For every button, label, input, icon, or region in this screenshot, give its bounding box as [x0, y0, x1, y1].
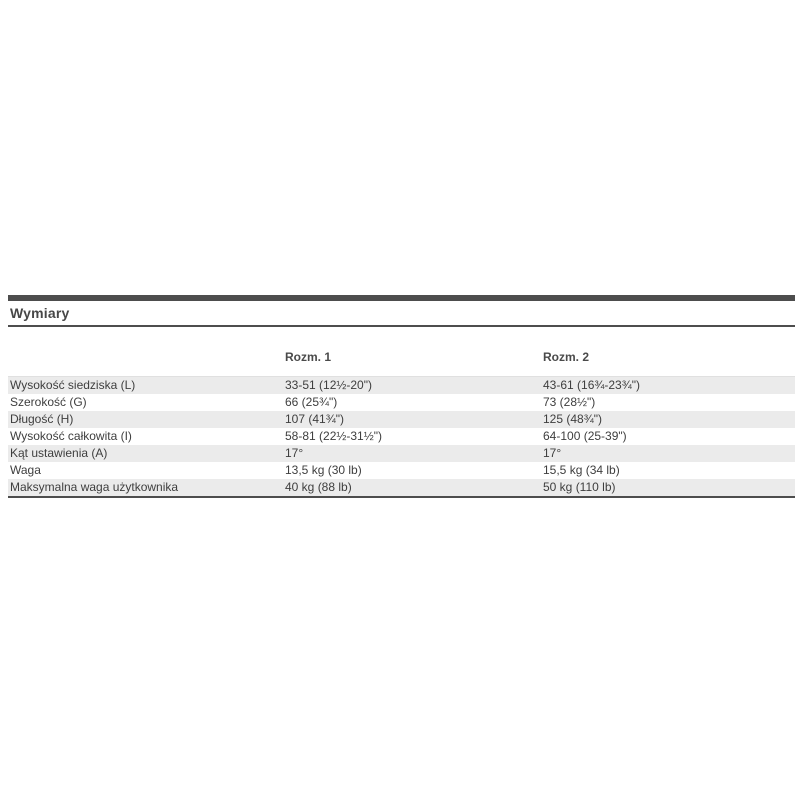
row-value-size2: 125 (48¾") [543, 412, 602, 426]
row-label: Wysokość siedziska (L) [8, 376, 285, 394]
dimensions-section: Wymiary Rozm. 1 Rozm. 2 Wysokość siedzis… [8, 295, 795, 498]
table-row: Szerokość (G) 66 (25¾") 73 (28½") [8, 394, 795, 411]
table-row: Wysokość całkowita (I) 58-81 (22½-31½") … [8, 428, 795, 445]
row-value-size2: 17° [543, 446, 562, 460]
table-row: Wysokość siedziska (L) 33-51 (12½-20") 4… [8, 376, 795, 394]
row-value-size1: 13,5 kg (30 lb) [285, 463, 362, 477]
row-value-size2: 43-61 (16¾-23¾") [543, 376, 795, 394]
row-value-size2: 50 kg (110 lb) [543, 480, 616, 494]
row-label: Wysokość całkowita (I) [10, 429, 132, 443]
row-label: Długość (H) [10, 412, 74, 426]
section-top-bar [8, 295, 795, 301]
row-value-size2: 64-100 (25-39") [543, 429, 627, 443]
row-value-size1: 66 (25¾") [285, 395, 338, 409]
column-header-row: Rozm. 1 Rozm. 2 [8, 350, 795, 377]
row-value-size1: 107 (41¾") [285, 412, 344, 426]
section-title: Wymiary [10, 305, 70, 321]
table-row: Waga 13,5 kg (30 lb) 15,5 kg (34 lb) [8, 462, 795, 479]
column-header-rozm-1: Rozm. 1 [285, 350, 332, 364]
dimensions-table: Rozm. 1 Rozm. 2 Wysokość siedziska (L) 3… [8, 350, 795, 498]
row-value-size1: 33-51 (12½-20") [285, 376, 543, 394]
row-value-size2: 15,5 kg (34 lb) [543, 463, 620, 477]
column-header-empty [8, 350, 285, 377]
row-value-size2: 73 (28½") [543, 395, 596, 409]
row-label: Waga [10, 463, 41, 477]
table-row: Kąt ustawienia (A) 17° 17° [8, 445, 795, 462]
column-header-rozm-2: Rozm. 2 [543, 350, 590, 364]
table-row: Maksymalna waga użytkownika 40 kg (88 lb… [8, 479, 795, 497]
title-divider [8, 325, 795, 327]
row-label: Maksymalna waga użytkownika [10, 480, 179, 494]
row-value-size1: 58-81 (22½-31½") [285, 429, 382, 443]
row-label: Szerokość (G) [10, 395, 87, 409]
row-value-size1: 40 kg (88 lb) [285, 480, 352, 494]
table-row: Długość (H) 107 (41¾") 125 (48¾") [8, 411, 795, 428]
row-value-size1: 17° [285, 446, 304, 460]
row-label: Kąt ustawienia (A) [10, 446, 108, 460]
